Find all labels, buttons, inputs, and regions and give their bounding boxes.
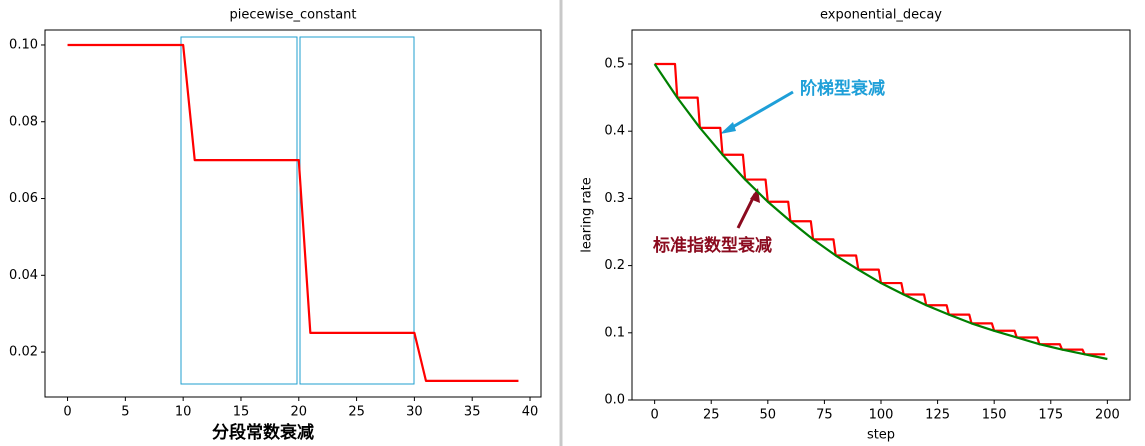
line <box>654 62 1106 356</box>
y-tick-label: 0.2 <box>604 258 625 273</box>
y-tick-label: 0.1 <box>604 325 625 340</box>
x-tick-label: 40 <box>522 405 539 420</box>
x-tick-label: 15 <box>233 405 250 420</box>
x-tick-label: 35 <box>464 405 481 420</box>
x-tick-label: 100 <box>869 408 894 423</box>
x-tick-label: 175 <box>1038 408 1063 423</box>
y-axis-label: learing rate <box>580 177 595 253</box>
plot-frame <box>44 29 542 398</box>
x-tick-label: 125 <box>925 408 950 423</box>
y-tick-label: 0.06 <box>9 191 38 206</box>
y-tick-label: 0.0 <box>604 393 625 408</box>
chart-title: piecewise_constant <box>229 8 356 23</box>
annotation: 分段常数衰减 <box>212 422 314 443</box>
highlight-box <box>180 36 298 385</box>
arrow <box>723 90 794 134</box>
y-tick-label: 0.08 <box>9 114 38 129</box>
highlight-box <box>299 36 415 385</box>
annotation: 标准指数型衰减 <box>653 235 772 256</box>
x-tick-label: 50 <box>760 408 777 423</box>
x-tick-label: 0 <box>650 408 658 423</box>
x-tick-label: 20 <box>291 405 308 420</box>
y-tick-label: 0.5 <box>604 57 625 72</box>
y-tick-label: 0.10 <box>9 37 38 52</box>
x-axis-label: step <box>867 428 895 443</box>
y-tick-label: 0.02 <box>9 345 38 360</box>
x-tick-label: 5 <box>121 405 129 420</box>
x-tick-label: 75 <box>816 408 833 423</box>
arrow-head <box>720 122 736 134</box>
y-tick-label: 0.3 <box>604 191 625 206</box>
line <box>653 63 1108 361</box>
annotation: 阶梯型衰减 <box>800 78 885 99</box>
y-tick-label: 0.4 <box>604 124 625 139</box>
chart-title: exponential_decay <box>820 8 942 23</box>
x-tick-label: 150 <box>982 408 1007 423</box>
line <box>67 43 519 382</box>
x-tick-label: 0 <box>63 405 71 420</box>
y-tick-label: 0.04 <box>9 268 38 283</box>
x-tick-label: 200 <box>1095 408 1120 423</box>
x-tick-label: 10 <box>175 405 192 420</box>
x-tick-label: 30 <box>406 405 423 420</box>
x-tick-label: 25 <box>703 408 720 423</box>
x-tick-label: 25 <box>348 405 365 420</box>
